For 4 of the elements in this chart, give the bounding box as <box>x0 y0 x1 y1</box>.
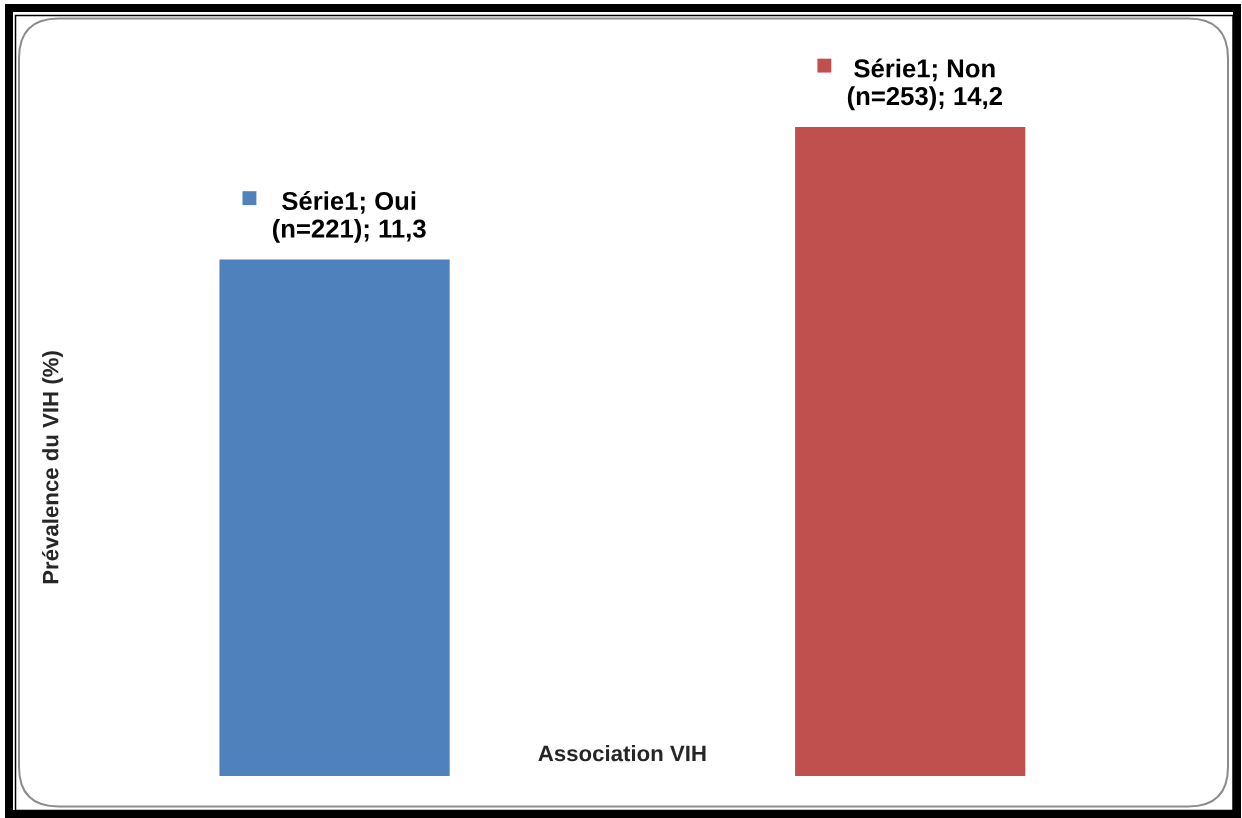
data-label: Série1; Non (n=253); 14,2 <box>847 58 1002 111</box>
x-axis-title: Association VIH <box>538 744 706 762</box>
data-label: Série1; Oui (n=221); 11,3 <box>272 190 426 243</box>
y-axis-title: Prévalence du VIH (%) <box>41 351 63 584</box>
